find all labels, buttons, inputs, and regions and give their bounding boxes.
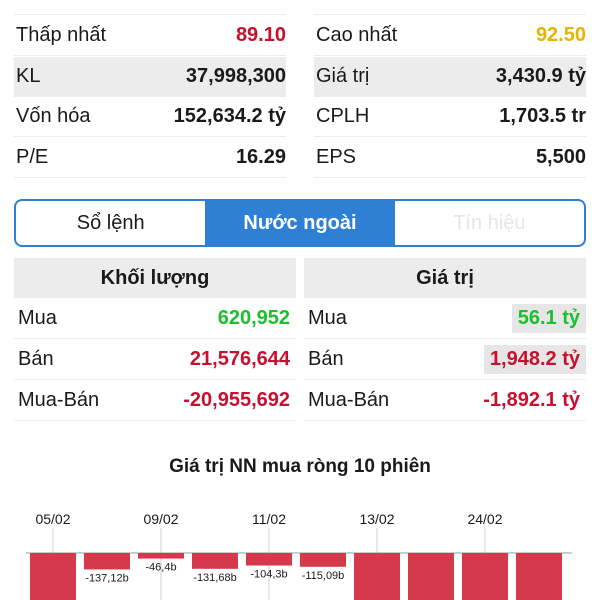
tab-foreign[interactable]: Nước ngoài bbox=[205, 201, 395, 245]
tab-bar: Sổ lệnh Nước ngoài Tín hiệu bbox=[14, 199, 586, 247]
stat-value: 5,500 bbox=[535, 146, 586, 168]
tab-signals[interactable]: Tín hiệu bbox=[453, 211, 526, 234]
stat-value: 92.50 bbox=[535, 24, 586, 46]
stat-row: Thấp nhất 89.10 bbox=[14, 16, 286, 56]
buy-value-value: 56.1 tỷ bbox=[511, 303, 586, 333]
stat-row: KL 37,998,300 bbox=[14, 57, 286, 97]
stat-value: 16.29 bbox=[235, 146, 286, 168]
bar bbox=[246, 553, 292, 566]
bar bbox=[138, 553, 184, 559]
bar bbox=[300, 553, 346, 567]
stat-label: Vốn hóa bbox=[16, 105, 91, 127]
bar-value-label: -104,3b bbox=[250, 569, 287, 581]
bar bbox=[84, 553, 130, 570]
x-tick-label: 09/02 bbox=[143, 511, 178, 527]
stat-row: Cao nhất 92.50 bbox=[314, 16, 586, 56]
volume-row-buy: Mua 620,952 bbox=[14, 298, 296, 339]
bar bbox=[192, 553, 238, 569]
stat-label: KL bbox=[16, 65, 41, 87]
chart-svg: 05/02 09/02 11/02 13/02 24/02 -137,12b -46,4b -… bbox=[26, 511, 572, 600]
stat-row: Vốn hóa 152,634.2 tỷ bbox=[14, 97, 286, 137]
sell-volume-value: 21,576,644 bbox=[189, 347, 290, 370]
x-tick-label: 13/02 bbox=[359, 511, 394, 527]
foreign-volume-panel: Khối lượng Mua 620,952 Bán 21,576,644 Mu… bbox=[14, 258, 296, 421]
stat-value: 3,430.9 tỷ bbox=[495, 65, 586, 87]
value-row-net: Mua-Bán -1,892.1 tỷ bbox=[304, 380, 586, 421]
value-header: Giá trị bbox=[304, 258, 586, 298]
net-value-value: -1,892.1 tỷ bbox=[483, 388, 580, 411]
stat-row: CPLH 1,703.5 tr bbox=[314, 97, 586, 137]
stat-label: Thấp nhất bbox=[16, 24, 107, 46]
stat-row: Giá trị 3,430.9 tỷ bbox=[314, 57, 586, 97]
row-label: Mua-Bán bbox=[308, 388, 390, 411]
stat-value: 37,998,300 bbox=[185, 65, 286, 87]
tab-order-book[interactable]: Sổ lệnh bbox=[76, 211, 145, 234]
bar bbox=[354, 553, 400, 600]
net-foreign-chart: 05/02 09/02 11/02 13/02 24/02 -137,12b -46,4b -… bbox=[0, 500, 600, 600]
row-label: Bán bbox=[18, 347, 54, 370]
stat-label: Giá trị bbox=[316, 65, 370, 87]
stat-value: 89.10 bbox=[235, 24, 286, 46]
stat-value: 92.20 bbox=[536, 0, 586, 6]
stat-row: P/E 16.29 bbox=[14, 138, 286, 178]
bar bbox=[516, 553, 562, 600]
row-label: Mua bbox=[18, 306, 57, 329]
stat-value: 1,703.5 tr bbox=[499, 105, 586, 127]
value-row-sell: Bán 1,948.2 tỷ bbox=[304, 339, 586, 380]
buy-volume-value: 620,952 bbox=[217, 306, 290, 329]
volume-row-net: Mua-Bán -20,955,692 bbox=[14, 380, 296, 421]
x-tick-label: 05/02 bbox=[35, 511, 70, 527]
stat-row: EPS 5,500 bbox=[314, 138, 586, 178]
row-label: Bán bbox=[308, 347, 344, 370]
bar-value-label: -115,09b bbox=[302, 570, 345, 582]
stat-label: Mở cửa bbox=[314, 0, 386, 6]
bar-value-label: -137,12b bbox=[85, 572, 128, 584]
stat-label: Tham chiếu bbox=[14, 0, 121, 6]
foreign-value-panel: Giá trị Mua 56.1 tỷ Bán 1,948.2 tỷ Mua-B… bbox=[304, 258, 586, 421]
stat-label: P/E bbox=[16, 146, 49, 168]
sell-value-value: 1,948.2 tỷ bbox=[483, 344, 586, 374]
row-label: Mua-Bán bbox=[18, 388, 100, 411]
stat-row: Tham chiếu 92.00 bbox=[14, 0, 286, 15]
x-tick-label: 24/02 bbox=[467, 511, 502, 527]
stat-row: Mở cửa 92.20 bbox=[314, 0, 586, 15]
stat-label: Cao nhất bbox=[316, 24, 398, 46]
net-volume-value: -20,955,692 bbox=[183, 388, 290, 411]
bar-value-label: -46,4b bbox=[145, 562, 176, 574]
chart-title: Giá trị NN mua ròng 10 phiên bbox=[169, 456, 431, 477]
volume-header: Khối lượng bbox=[14, 258, 296, 298]
bar bbox=[30, 553, 76, 600]
value-row-buy: Mua 56.1 tỷ bbox=[304, 298, 586, 339]
row-label: Mua bbox=[308, 306, 347, 329]
bar-value-label: -131,68b bbox=[193, 572, 236, 584]
stat-value: 152,634.2 tỷ bbox=[173, 105, 286, 127]
bar bbox=[408, 553, 454, 600]
stat-value: 92.00 bbox=[236, 0, 286, 6]
stat-label: EPS bbox=[316, 146, 357, 168]
stat-label: CPLH bbox=[316, 105, 370, 127]
bar bbox=[462, 553, 508, 600]
x-tick-label: 11/02 bbox=[252, 511, 286, 527]
volume-row-sell: Bán 21,576,644 bbox=[14, 339, 296, 380]
